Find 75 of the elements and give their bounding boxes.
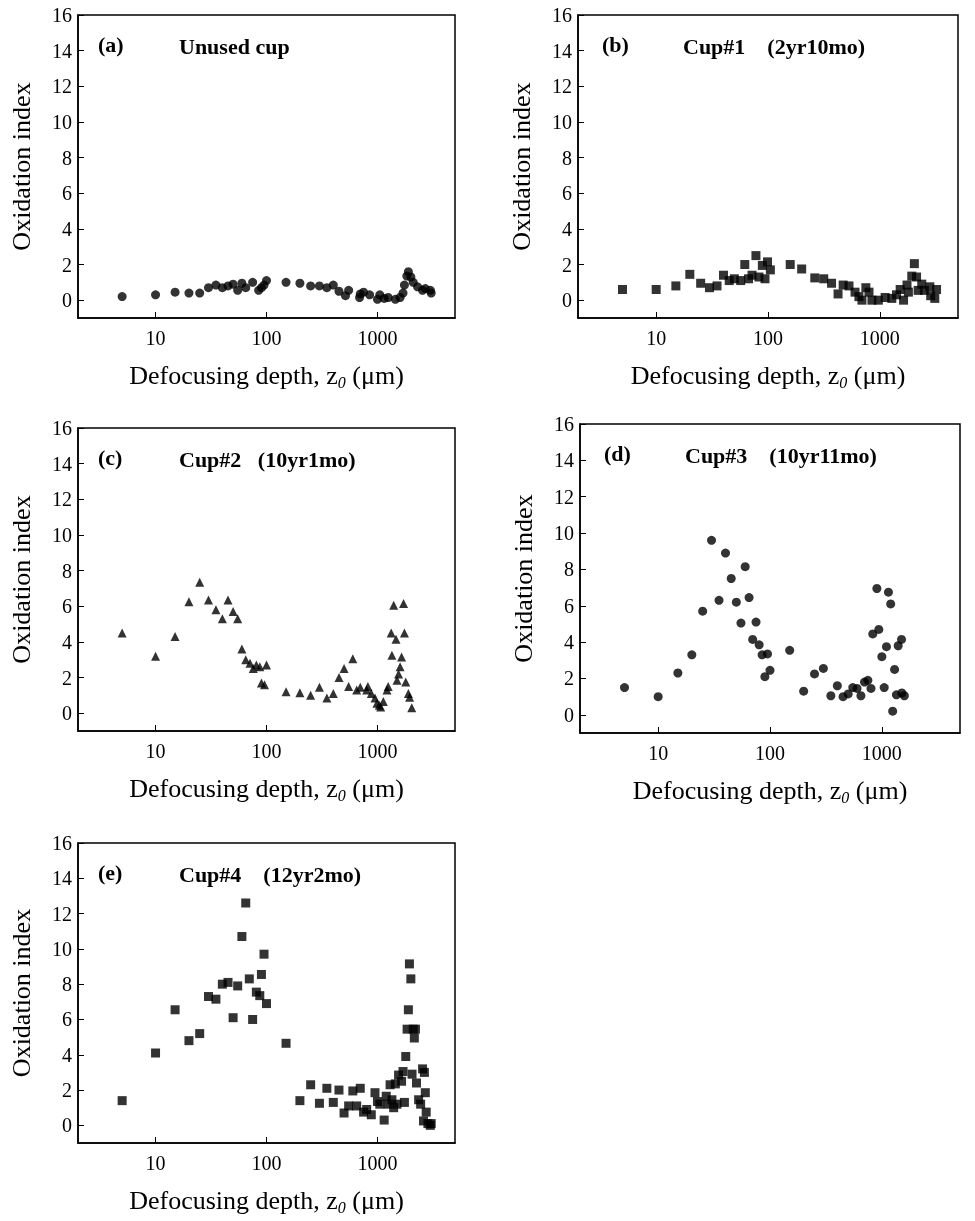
text: Cup#3 (10yr11mo) bbox=[685, 442, 877, 468]
y-tick-label: 2 bbox=[564, 667, 574, 690]
y-axis-title: Oxidation index bbox=[6, 908, 36, 1078]
y-tick-label: 14 bbox=[52, 452, 72, 475]
y-tick-label: 8 bbox=[62, 559, 72, 582]
y-axis-title: Oxidation index bbox=[506, 82, 536, 251]
y-tick-label: 16 bbox=[554, 413, 574, 435]
annotation: (e) bbox=[98, 859, 123, 885]
x-tick-label: 10 bbox=[646, 327, 667, 349]
y-tick-label: 12 bbox=[554, 485, 574, 508]
y-tick-label: 0 bbox=[562, 289, 572, 312]
y-tick-label: 2 bbox=[62, 666, 72, 689]
y-tick-label: 6 bbox=[62, 1008, 72, 1031]
y-tick-label: 0 bbox=[62, 702, 72, 725]
y-tick-label: 14 bbox=[52, 867, 72, 890]
y-tick-label: 16 bbox=[552, 4, 572, 26]
y-tick-label: 16 bbox=[52, 4, 72, 26]
y-tick-label: 4 bbox=[564, 631, 574, 654]
y-tick-label: 2 bbox=[562, 253, 572, 276]
y-tick-label: 14 bbox=[552, 39, 572, 62]
x-tick-label: 100 bbox=[251, 327, 282, 349]
y-tick-label: 10 bbox=[52, 523, 72, 546]
y-tick-label: 14 bbox=[52, 39, 72, 62]
y-tick-label: 12 bbox=[52, 75, 72, 98]
x-tick-label: 1000 bbox=[859, 327, 900, 349]
x-tick-label: 100 bbox=[251, 1152, 282, 1174]
x-tick-label: 10 bbox=[145, 740, 166, 762]
text: Cup#4 (12yr2mo) bbox=[179, 861, 362, 887]
annotation: (d) bbox=[604, 440, 631, 466]
y-tick-label: 0 bbox=[564, 703, 574, 726]
y-tick-label: 2 bbox=[62, 1079, 72, 1102]
y-axis-title: Oxidation index bbox=[6, 82, 36, 251]
x-tick-label: 10 bbox=[145, 1152, 166, 1174]
y-tick-label: 8 bbox=[62, 146, 72, 169]
y-tick-label: 16 bbox=[52, 832, 72, 854]
y-tick-label: 6 bbox=[62, 595, 72, 618]
x-tick-label: 10 bbox=[145, 327, 166, 349]
y-tick-label: 8 bbox=[62, 973, 72, 996]
annotation: (b) bbox=[602, 31, 629, 57]
y-axis-title: Oxidation index bbox=[508, 494, 538, 663]
x-tick-label: 1000 bbox=[357, 327, 398, 349]
y-tick-label: 8 bbox=[562, 146, 572, 169]
y-tick-label: 12 bbox=[552, 75, 572, 98]
y-tick-label: 10 bbox=[52, 110, 72, 133]
y-tick-label: 8 bbox=[564, 558, 574, 581]
x-tick-label: 1000 bbox=[357, 1152, 398, 1174]
y-tick-label: 10 bbox=[52, 937, 72, 960]
y-tick-label: 4 bbox=[62, 1043, 72, 1066]
y-tick-label: 6 bbox=[62, 182, 72, 205]
x-tick-label: 100 bbox=[755, 742, 785, 764]
y-tick-label: 4 bbox=[62, 630, 72, 653]
y-tick-label: 4 bbox=[62, 217, 72, 240]
y-tick-label: 10 bbox=[554, 522, 574, 545]
y-tick-label: 4 bbox=[562, 217, 572, 240]
annotation: (c) bbox=[98, 444, 123, 470]
x-tick-label: 1000 bbox=[357, 740, 398, 762]
text: Unused cup bbox=[179, 33, 290, 59]
text: Cup#1 (2yr10mo) bbox=[683, 33, 866, 59]
y-axis-title: Oxidation index bbox=[6, 495, 36, 664]
y-tick-label: 6 bbox=[564, 594, 574, 617]
annotation: (a) bbox=[98, 31, 124, 57]
y-tick-label: 0 bbox=[62, 289, 72, 312]
y-tick-label: 14 bbox=[554, 449, 574, 472]
y-tick-label: 16 bbox=[52, 417, 72, 439]
y-tick-label: 10 bbox=[552, 110, 572, 133]
y-tick-label: 2 bbox=[62, 253, 72, 276]
y-tick-label: 12 bbox=[52, 488, 72, 511]
y-tick-label: 0 bbox=[62, 1114, 72, 1137]
y-tick-label: 12 bbox=[52, 902, 72, 925]
x-tick-label: 100 bbox=[251, 740, 282, 762]
x-tick-label: 1000 bbox=[861, 742, 902, 764]
y-tick-label: 6 bbox=[562, 182, 572, 205]
text: Cup#2 (10yr1mo) bbox=[179, 446, 356, 472]
x-tick-label: 10 bbox=[648, 742, 669, 764]
x-tick-label: 100 bbox=[753, 327, 783, 349]
